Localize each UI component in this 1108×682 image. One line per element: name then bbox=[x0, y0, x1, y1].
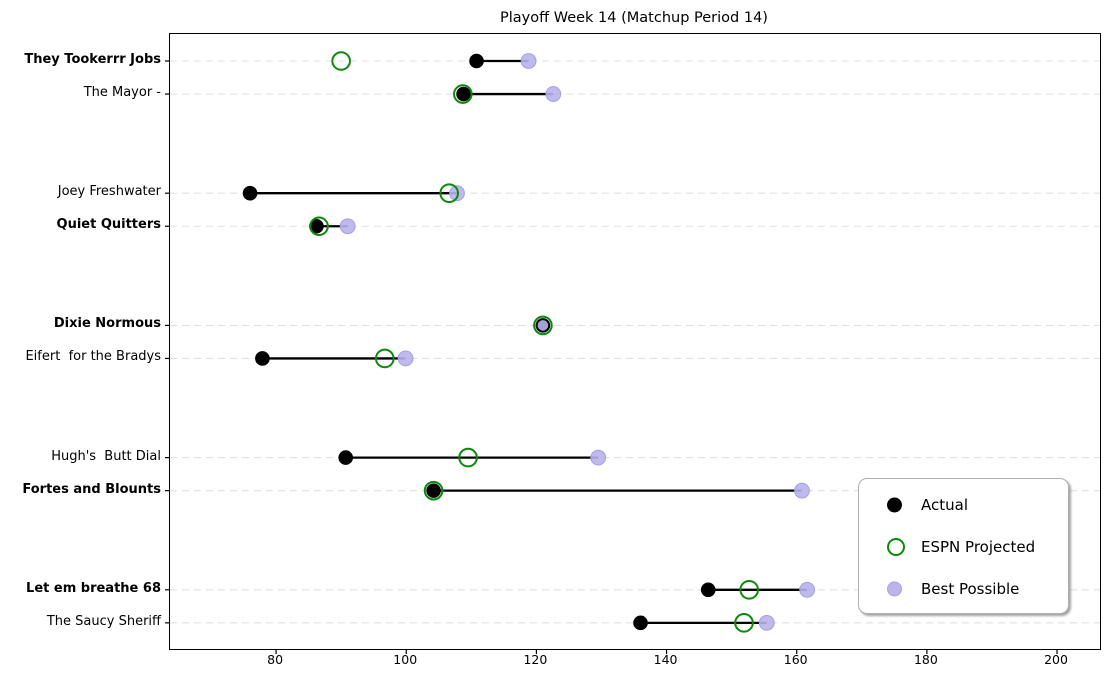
legend: Actual ESPN Projected Best Possible bbox=[858, 478, 1069, 614]
best-marker bbox=[590, 449, 607, 466]
y-tick-label: Fortes and Blounts bbox=[22, 481, 161, 497]
x-tick-label: 180 bbox=[913, 652, 938, 667]
actual-marker bbox=[309, 218, 324, 234]
best-marker bbox=[758, 614, 775, 631]
best-marker bbox=[545, 86, 562, 102]
y-tick-label: Eifert for the Bradys bbox=[25, 349, 161, 365]
plot-canvas bbox=[165, 51, 1100, 654]
best-marker bbox=[794, 482, 810, 499]
plot-area bbox=[165, 33, 1101, 654]
y-tick-label: Dixie Normous bbox=[53, 316, 161, 332]
legend-entry-actual: Actual bbox=[859, 491, 1068, 519]
y-tick-label: Let em breathe 68 bbox=[26, 580, 161, 596]
espn-marker bbox=[439, 183, 459, 203]
espn-marker bbox=[423, 480, 444, 501]
espn-marker bbox=[458, 447, 478, 468]
legend-label: ESPN Projected bbox=[921, 538, 1036, 556]
espn-legend-marker-icon bbox=[887, 538, 905, 556]
x-tick-label: 200 bbox=[1044, 652, 1068, 667]
actual-marker bbox=[469, 53, 484, 69]
y-tick-label: The Mayor - bbox=[83, 85, 161, 101]
best-legend-marker-icon bbox=[887, 581, 902, 597]
actual-marker bbox=[633, 615, 648, 631]
actual-marker bbox=[255, 351, 270, 366]
legend-entry-espn: ESPN Projected bbox=[859, 533, 1068, 561]
x-tick-label: 80 bbox=[267, 652, 284, 667]
actual-marker bbox=[426, 483, 441, 498]
legend-entry-best: Best Possible bbox=[859, 575, 1068, 603]
espn-marker bbox=[533, 315, 553, 336]
legend-label: Best Possible bbox=[921, 580, 1020, 598]
best-marker bbox=[339, 218, 356, 235]
espn-marker bbox=[734, 613, 754, 633]
best-marker bbox=[397, 350, 414, 367]
x-tick-label: 120 bbox=[523, 652, 548, 667]
best-marker bbox=[799, 581, 816, 598]
x-tick-label: 100 bbox=[393, 652, 418, 667]
x-tick-label: 140 bbox=[653, 652, 678, 667]
y-tick-label: Joey Freshwater bbox=[57, 184, 161, 200]
actual-marker bbox=[242, 185, 258, 201]
espn-marker bbox=[739, 580, 760, 600]
actual-marker bbox=[338, 450, 354, 465]
best-marker bbox=[520, 53, 537, 69]
chart-title: Playoff Week 14 (Matchup Period 14) bbox=[500, 10, 768, 26]
legend-label: Actual bbox=[921, 496, 968, 514]
espn-marker bbox=[374, 348, 395, 369]
espn-marker bbox=[453, 84, 473, 104]
actual-marker bbox=[700, 582, 716, 598]
y-tick-label: The Saucy Sheriff bbox=[46, 613, 161, 629]
best-marker bbox=[537, 320, 549, 331]
y-tick-label: Hugh's Butt Dial bbox=[51, 448, 161, 464]
y-tick-label: They Tookerrr Jobs bbox=[24, 52, 161, 67]
x-tick-label: 160 bbox=[783, 652, 808, 667]
actual-marker bbox=[456, 86, 471, 102]
espn-marker bbox=[309, 216, 329, 237]
actual-legend-marker-icon bbox=[887, 497, 902, 513]
y-tick-label: Quiet Quitters bbox=[56, 217, 161, 233]
espn-marker bbox=[331, 51, 351, 71]
